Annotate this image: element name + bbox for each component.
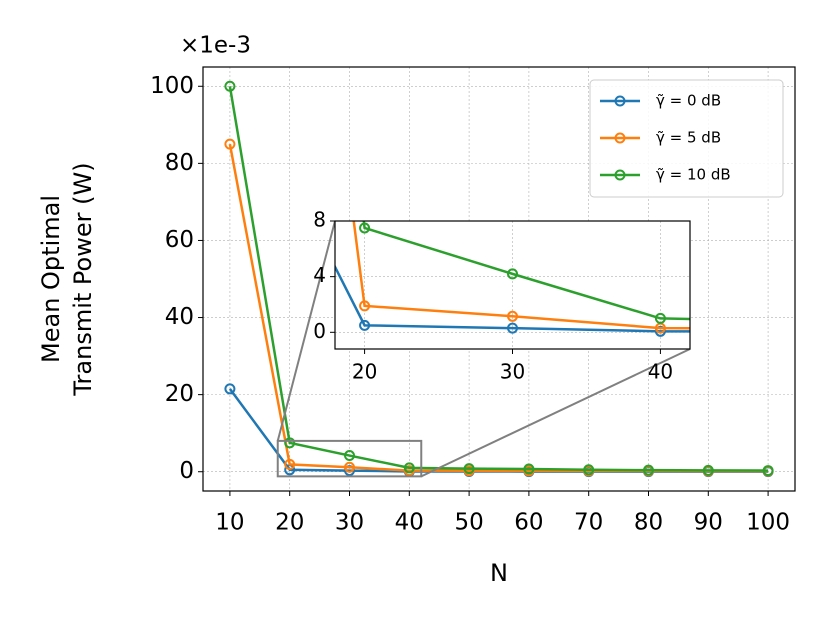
marker: [359, 319, 371, 331]
marker: [654, 312, 666, 324]
marker: [702, 464, 714, 476]
legend-frame: [589, 79, 784, 198]
marker: [762, 465, 774, 477]
marker: [359, 222, 371, 234]
inset-frame: [334, 220, 691, 350]
marker: [642, 464, 654, 476]
marker: [507, 268, 518, 280]
y-tick-label: 60: [165, 227, 194, 253]
x-tick-label: 20: [275, 510, 304, 536]
zoom-connector: [276, 220, 336, 442]
y-tick-label: 8: [313, 208, 326, 232]
marker: [804, 327, 813, 336]
x-tick-label: 30: [335, 510, 364, 536]
y-tick-label: 4: [313, 263, 326, 287]
plot-area: [335, 221, 813, 337]
marker: [403, 462, 415, 474]
x-tick-label: 100: [746, 510, 790, 536]
x-tick-label: 40: [395, 510, 424, 536]
y-tick-label: 0: [313, 319, 326, 343]
y-axis-label: Transmit Power (W): [69, 162, 97, 396]
offset-text: ×1e-3: [180, 33, 251, 59]
marker: [507, 322, 518, 334]
marker: [284, 458, 296, 470]
y-tick-label: 80: [165, 150, 194, 176]
x-tick-label: 30: [500, 360, 525, 384]
legend-label: γ̃ = 5 dB: [656, 129, 721, 147]
series-line: [335, 264, 690, 333]
marker: [284, 437, 296, 449]
x-tick-label: 40: [648, 360, 673, 384]
marker: [654, 325, 666, 337]
legend-marker: [614, 95, 626, 107]
series-line: [228, 388, 769, 473]
marker: [224, 138, 236, 150]
marker: [224, 383, 236, 395]
y-tick-label: 40: [165, 304, 194, 330]
x-tick-label: 80: [634, 510, 663, 536]
inset: 20 30 40 0 4 8: [313, 208, 813, 384]
marker: [804, 317, 813, 326]
y-tick-label: 20: [165, 381, 194, 407]
marker: [344, 450, 356, 462]
x-tick-label: 60: [514, 510, 543, 536]
zoom-connector: [420, 348, 691, 478]
series-line: [362, 221, 690, 321]
marker: [523, 463, 535, 475]
x-axis-label: N: [490, 559, 508, 587]
series-line: [228, 86, 769, 472]
x-tick-label: 20: [352, 360, 377, 384]
series-line: [352, 221, 690, 330]
marker: [344, 461, 356, 473]
marker: [583, 464, 595, 476]
x-tick-label: 70: [574, 510, 603, 536]
plot-area: [224, 80, 774, 478]
marker: [463, 463, 475, 475]
legend: γ̃ = 0 dB γ̃ = 5 dB γ̃ = 10 dB: [589, 79, 784, 198]
marker: [224, 80, 236, 92]
y-tick-label: 100: [150, 73, 194, 99]
axes-frame: [202, 66, 796, 492]
legend-marker: [614, 132, 626, 144]
marker: [804, 324, 813, 333]
legend-label: γ̃ = 10 dB: [656, 166, 731, 184]
legend-marker: [614, 169, 626, 181]
marker: [507, 310, 518, 322]
x-tick-label: 90: [694, 510, 723, 536]
x-tick-label: 10: [215, 510, 244, 536]
x-tick-label: 50: [454, 510, 483, 536]
marker: [359, 300, 371, 312]
y-axis-label: Mean Optimal: [37, 195, 65, 363]
zoom-box: [276, 439, 423, 478]
legend-label: γ̃ = 0 dB: [656, 92, 721, 110]
y-tick-label: 0: [179, 458, 194, 484]
